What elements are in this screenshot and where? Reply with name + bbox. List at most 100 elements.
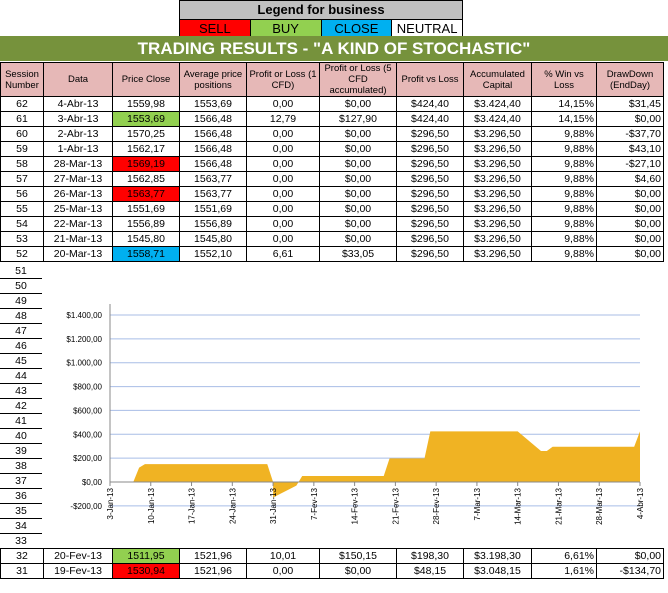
cell[interactable]: 9,88% [531,216,597,232]
cell[interactable]: 32 [0,548,44,564]
cell[interactable]: 9,88% [531,126,597,142]
cell[interactable]: $0,00 [319,96,397,112]
profit-chart[interactable]: -$200,00 $0,00 $200,00 $400,00 $600,00 $800,0… [44,264,663,548]
cell[interactable]: $0,00 [319,156,397,172]
cell[interactable]: $0,00 [319,201,397,217]
cell[interactable]: $3.296,50 [463,156,532,172]
cell[interactable]: 9,88% [531,141,597,157]
cell[interactable]: $3.296,50 [463,246,532,262]
cell[interactable]: 1559,98 [112,96,180,112]
cell[interactable]: 1,61% [531,563,597,579]
cell[interactable]: 22-Mar-13 [43,216,113,232]
cell[interactable]: $0,00 [319,186,397,202]
cell[interactable]: $0,00 [596,111,664,127]
cell[interactable]: 56 [0,186,44,202]
cell[interactable]: 60 [0,126,44,142]
cell[interactable]: -$27,10 [596,156,664,172]
cell[interactable]: 0,00 [246,563,320,579]
cell[interactable]: $150,15 [319,548,397,564]
cell[interactable]: $3.296,50 [463,216,532,232]
cell[interactable]: 10,01 [246,548,320,564]
cell[interactable]: $0,00 [319,216,397,232]
cell[interactable]: 9,88% [531,246,597,262]
cell[interactable]: $296,50 [396,171,464,187]
cell[interactable]: 1566,48 [179,126,247,142]
cell[interactable]: 1521,96 [179,563,247,579]
cell[interactable]: $0,00 [596,246,664,262]
cell[interactable]: $424,40 [396,96,464,112]
cell[interactable]: 1566,48 [179,141,247,157]
cell[interactable]: 1530,94 [112,563,180,579]
cell[interactable]: 1562,85 [112,171,180,187]
cell[interactable]: $0,00 [596,548,664,564]
cell[interactable]: $48,15 [396,563,464,579]
cell[interactable]: $0,00 [596,201,664,217]
cell[interactable]: 1511,95 [112,548,180,564]
cell[interactable]: $296,50 [396,231,464,247]
cell[interactable]: 1558,71 [112,246,180,262]
cell[interactable]: $0,00 [596,216,664,232]
cell[interactable]: $198,30 [396,548,464,564]
cell[interactable]: 1553,69 [112,111,180,127]
cell[interactable]: 1566,48 [179,156,247,172]
cell[interactable]: 1545,80 [179,231,247,247]
cell[interactable]: 20-Fev-13 [43,548,113,564]
cell[interactable]: -$37,70 [596,126,664,142]
cell[interactable]: $296,50 [396,156,464,172]
cell[interactable]: 1551,69 [179,201,247,217]
cell[interactable]: $127,90 [319,111,397,127]
cell[interactable]: 28-Mar-13 [43,156,113,172]
cell[interactable]: $296,50 [396,126,464,142]
cell[interactable]: 1521,96 [179,548,247,564]
cell[interactable]: 57 [0,171,44,187]
cell[interactable]: 9,88% [531,201,597,217]
cell[interactable]: 1562,17 [112,141,180,157]
cell[interactable]: $43,10 [596,141,664,157]
cell[interactable]: 19-Fev-13 [43,563,113,579]
cell[interactable]: 1551,69 [112,201,180,217]
cell[interactable]: 1553,69 [179,96,247,112]
cell[interactable]: $424,40 [396,111,464,127]
cell[interactable]: 9,88% [531,171,597,187]
cell[interactable]: 0,00 [246,201,320,217]
cell[interactable]: $296,50 [396,201,464,217]
cell[interactable]: 0,00 [246,216,320,232]
cell[interactable]: $3.296,50 [463,201,532,217]
cell[interactable]: 3-Abr-13 [43,111,113,127]
cell[interactable]: $3.296,50 [463,186,532,202]
cell[interactable]: $31,45 [596,96,664,112]
cell[interactable]: 1545,80 [112,231,180,247]
cell[interactable]: 1563,77 [112,186,180,202]
cell[interactable]: 14,15% [531,96,597,112]
cell[interactable]: 1563,77 [179,186,247,202]
cell[interactable]: $0,00 [596,231,664,247]
cell[interactable]: $3.296,50 [463,171,532,187]
cell[interactable]: 62 [0,96,44,112]
cell[interactable]: 27-Mar-13 [43,171,113,187]
cell[interactable]: 0,00 [246,186,320,202]
cell[interactable]: 1552,10 [179,246,247,262]
cell[interactable]: 12,79 [246,111,320,127]
cell[interactable]: 2-Abr-13 [43,126,113,142]
cell[interactable]: 59 [0,141,44,157]
cell[interactable]: 6,61% [531,548,597,564]
cell[interactable]: $0,00 [319,563,397,579]
cell[interactable]: 14,15% [531,111,597,127]
cell[interactable]: 26-Mar-13 [43,186,113,202]
cell[interactable]: 0,00 [246,126,320,142]
cell[interactable]: 0,00 [246,141,320,157]
cell[interactable]: 6,61 [246,246,320,262]
cell[interactable]: 55 [0,201,44,217]
cell[interactable]: 25-Mar-13 [43,201,113,217]
cell[interactable]: $0,00 [319,126,397,142]
cell[interactable]: -$134,70 [596,563,664,579]
cell[interactable]: 0,00 [246,231,320,247]
cell[interactable]: $33,05 [319,246,397,262]
cell[interactable]: 1-Abr-13 [43,141,113,157]
cell[interactable]: 1570,25 [112,126,180,142]
cell[interactable]: 0,00 [246,171,320,187]
cell[interactable]: 1556,89 [112,216,180,232]
cell[interactable]: $0,00 [319,231,397,247]
cell[interactable]: 0,00 [246,96,320,112]
cell[interactable]: $0,00 [596,186,664,202]
